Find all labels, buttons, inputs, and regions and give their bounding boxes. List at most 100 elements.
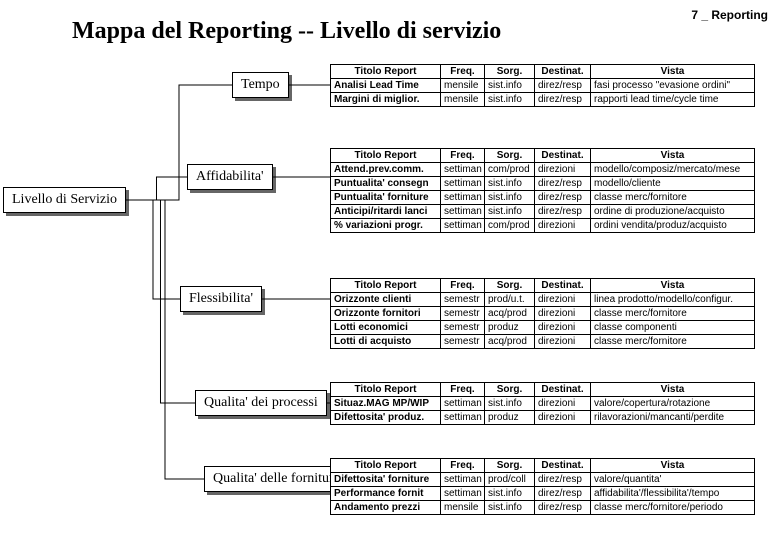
table-header: Vista [591, 383, 755, 397]
report-table: Titolo ReportFreq.Sorg.Destinat.VistaOri… [330, 278, 755, 349]
table-cell: Analisi Lead Time [331, 79, 441, 93]
table-header: Titolo Report [331, 279, 441, 293]
table-cell: Puntualita' forniture [331, 191, 441, 205]
table-header: Titolo Report [331, 383, 441, 397]
table-row: Margini di miglior.mensilesist.infodirez… [331, 93, 755, 107]
branch-node: Tempo [232, 72, 289, 98]
table-cell: semestr [441, 293, 485, 307]
table-cell: sist.info [485, 93, 535, 107]
branch-node: Affidabilita' [187, 164, 273, 190]
table-cell: sist.info [485, 205, 535, 219]
table-cell: settiman [441, 411, 485, 425]
table-cell: settiman [441, 177, 485, 191]
table-cell: acq/prod [485, 307, 535, 321]
table-cell: valore/quantita' [591, 473, 755, 487]
table-header: Destinat. [535, 149, 591, 163]
table-cell: direzioni [535, 321, 591, 335]
table-cell: direz/resp [535, 205, 591, 219]
table-cell: prod/u.t. [485, 293, 535, 307]
table-row: Orizzonte fornitorisemestracq/proddirezi… [331, 307, 755, 321]
table-cell: linea prodotto/modello/configur. [591, 293, 755, 307]
table-row: Attend.prev.comm.settimancom/proddirezio… [331, 163, 755, 177]
table-cell: fasi processo "evasione ordini" [591, 79, 755, 93]
table-row: Performance fornitsettimansist.infodirez… [331, 487, 755, 501]
table-header: Sorg. [485, 383, 535, 397]
table-cell: direzioni [535, 397, 591, 411]
table-cell: semestr [441, 335, 485, 349]
report-table: Titolo ReportFreq.Sorg.Destinat.VistaAna… [330, 64, 755, 107]
table-cell: direz/resp [535, 191, 591, 205]
report-table: Titolo ReportFreq.Sorg.Destinat.VistaDif… [330, 458, 755, 515]
table-header: Vista [591, 459, 755, 473]
table-header: Freq. [441, 149, 485, 163]
table-cell: direzioni [535, 163, 591, 177]
table-cell: modello/composiz/mercato/mese [591, 163, 755, 177]
table-header: Sorg. [485, 459, 535, 473]
table-header: Destinat. [535, 279, 591, 293]
table-header: Sorg. [485, 65, 535, 79]
table-header: Destinat. [535, 383, 591, 397]
table-header: Vista [591, 149, 755, 163]
table-cell: Margini di miglior. [331, 93, 441, 107]
table-cell: settiman [441, 205, 485, 219]
table-row: Anticipi/ritardi lancisettimansist.infod… [331, 205, 755, 219]
table-cell: settiman [441, 219, 485, 233]
table-cell: direzioni [535, 219, 591, 233]
table-row: Analisi Lead Timemensilesist.infodirez/r… [331, 79, 755, 93]
table-cell: ordine di produzione/acquisto [591, 205, 755, 219]
table-cell: direz/resp [535, 79, 591, 93]
table-cell: valore/copertura/rotazione [591, 397, 755, 411]
table-row: Orizzonte clientisemestrprod/u.t.direzio… [331, 293, 755, 307]
table-cell: Lotti economici [331, 321, 441, 335]
table-cell: mensile [441, 79, 485, 93]
table-cell: settiman [441, 191, 485, 205]
table-row: Difettosita' fornituresettimanprod/colld… [331, 473, 755, 487]
table-cell: rilavorazioni/mancanti/perdite [591, 411, 755, 425]
page-header: 7 _ Reporting [691, 8, 768, 22]
table-cell: mensile [441, 93, 485, 107]
table-header: Destinat. [535, 65, 591, 79]
table-row: Puntualita' consegnsettimansist.infodire… [331, 177, 755, 191]
table-header: Freq. [441, 459, 485, 473]
table-cell: Difettosita' forniture [331, 473, 441, 487]
table-cell: sist.info [485, 191, 535, 205]
page-title: Mappa del Reporting -- Livello di serviz… [72, 18, 501, 45]
table-header: Vista [591, 65, 755, 79]
table-cell: Orizzonte fornitori [331, 307, 441, 321]
table-cell: acq/prod [485, 335, 535, 349]
table-header: Destinat. [535, 459, 591, 473]
table-cell: sist.info [485, 397, 535, 411]
table-cell: Difettosita' produz. [331, 411, 441, 425]
table-header: Titolo Report [331, 149, 441, 163]
table-row: Lotti di acquistosemestracq/proddirezion… [331, 335, 755, 349]
table-cell: direzioni [535, 293, 591, 307]
root-node: Livello di Servizio [3, 187, 126, 213]
table-cell: direz/resp [535, 473, 591, 487]
table-cell: produz [485, 321, 535, 335]
table-cell: settiman [441, 473, 485, 487]
table-cell: settiman [441, 163, 485, 177]
table-cell: classe merc/fornitore [591, 307, 755, 321]
table-header: Titolo Report [331, 65, 441, 79]
branch-node: Flessibilita' [180, 286, 262, 312]
table-cell: Puntualita' consegn [331, 177, 441, 191]
report-table: Titolo ReportFreq.Sorg.Destinat.VistaAtt… [330, 148, 755, 233]
table-cell: direzioni [535, 411, 591, 425]
table-cell: mensile [441, 501, 485, 515]
table-row: Difettosita' produz.settimanproduzdirezi… [331, 411, 755, 425]
table-cell: Andamento prezzi [331, 501, 441, 515]
table-cell: direz/resp [535, 93, 591, 107]
table-cell: sist.info [485, 501, 535, 515]
table-cell: sist.info [485, 177, 535, 191]
table-cell: direz/resp [535, 501, 591, 515]
table-cell: direz/resp [535, 487, 591, 501]
table-cell: direzioni [535, 335, 591, 349]
table-row: Andamento prezzimensilesist.infodirez/re… [331, 501, 755, 515]
table-header: Titolo Report [331, 459, 441, 473]
table-cell: sist.info [485, 487, 535, 501]
table-cell: produz [485, 411, 535, 425]
table-row: Lotti economicisemestrproduzdirezionicla… [331, 321, 755, 335]
table-cell: Attend.prev.comm. [331, 163, 441, 177]
table-cell: modello/cliente [591, 177, 755, 191]
table-cell: classe merc/fornitore [591, 191, 755, 205]
